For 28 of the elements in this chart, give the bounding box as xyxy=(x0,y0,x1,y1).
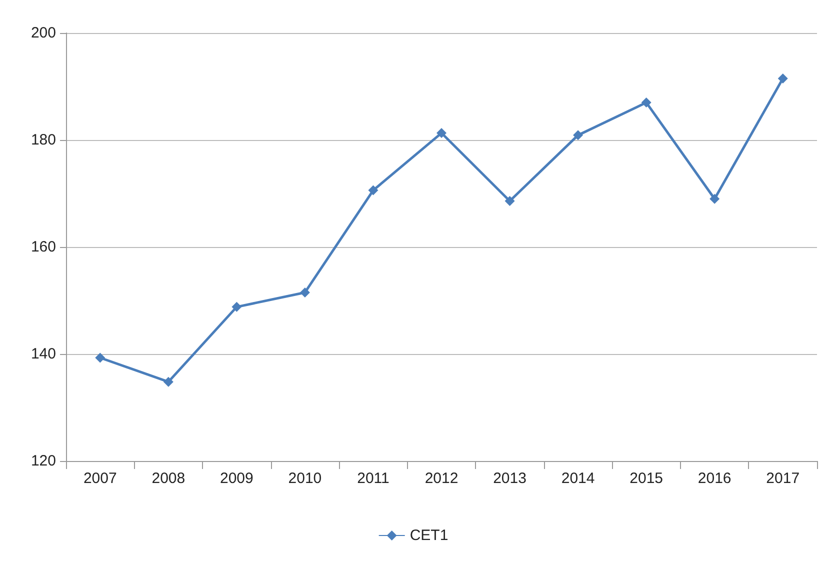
point xyxy=(778,73,788,84)
x-tick-label: 2007 xyxy=(83,470,117,487)
point xyxy=(95,352,106,363)
point xyxy=(573,130,584,140)
y-tick-label: 200 xyxy=(30,24,56,42)
point xyxy=(436,128,446,138)
x-tick-label: 2012 xyxy=(424,470,458,487)
y-tick-label: 180 xyxy=(30,132,56,148)
point xyxy=(710,194,720,204)
x-tick-label: 2013 xyxy=(493,470,526,487)
y-tick-label: 120 xyxy=(30,452,56,470)
point xyxy=(368,185,378,196)
x-tick-label: 2014 xyxy=(561,470,595,487)
point xyxy=(504,196,515,206)
x-tick-label: 2010 xyxy=(288,470,322,487)
point xyxy=(641,98,652,108)
point xyxy=(300,287,310,298)
x-tick-label: 2009 xyxy=(220,470,254,487)
x-tick-label: 2015 xyxy=(630,470,664,487)
x-tick-label: 2017 xyxy=(766,470,800,487)
point xyxy=(163,376,174,387)
x-tick-label: 2016 xyxy=(698,470,732,487)
x-tick-label: 2011 xyxy=(357,470,390,487)
y-tick-label: 160 xyxy=(30,238,56,256)
y-tick-label: 140 xyxy=(30,346,56,362)
x-tick-label: 2008 xyxy=(152,470,186,487)
legend-label: CET1 xyxy=(410,527,448,544)
point xyxy=(232,302,242,312)
